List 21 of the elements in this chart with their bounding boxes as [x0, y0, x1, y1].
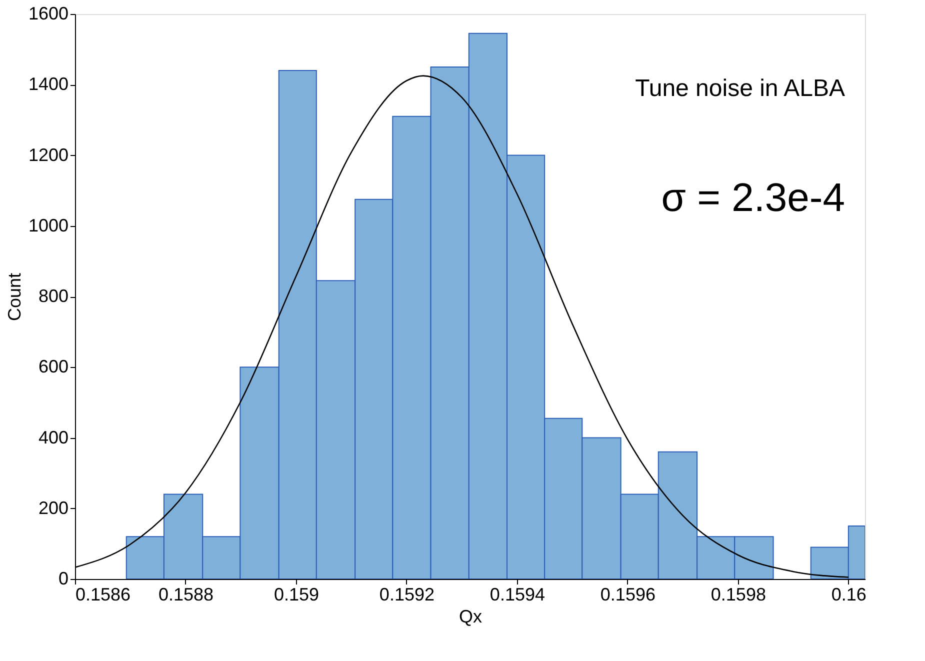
annotation: σ = 2.3e-4: [661, 176, 845, 220]
y-tick-label: 400: [38, 427, 68, 448]
x-tick-label: 0.1596: [600, 584, 656, 604]
x-tick-label: 0.16: [831, 584, 866, 604]
y-tick-label: 800: [38, 286, 68, 306]
x-tick-label: 0.1586: [76, 584, 131, 604]
y-axis-title: Count: [4, 272, 24, 322]
y-tick-label: 1000: [28, 215, 68, 236]
x-tick-label: 0.159: [274, 584, 319, 604]
annotation: Tune noise in ALBA: [635, 75, 845, 102]
y-tick-label: 600: [38, 356, 68, 377]
x-tick-label: 0.1592: [379, 584, 434, 604]
x-tick-label: 0.1598: [710, 584, 766, 604]
x-tick-label: 0.1594: [490, 584, 545, 604]
y-tick-label: 1200: [28, 144, 68, 165]
y-tick-label: 1400: [28, 74, 68, 94]
x-tick-label: 0.1588: [158, 584, 214, 604]
y-tick-label: 0: [58, 568, 68, 588]
y-tick-label: 1600: [28, 4, 68, 24]
x-axis-title: Qx: [458, 606, 482, 626]
y-tick-label: 200: [38, 498, 68, 518]
